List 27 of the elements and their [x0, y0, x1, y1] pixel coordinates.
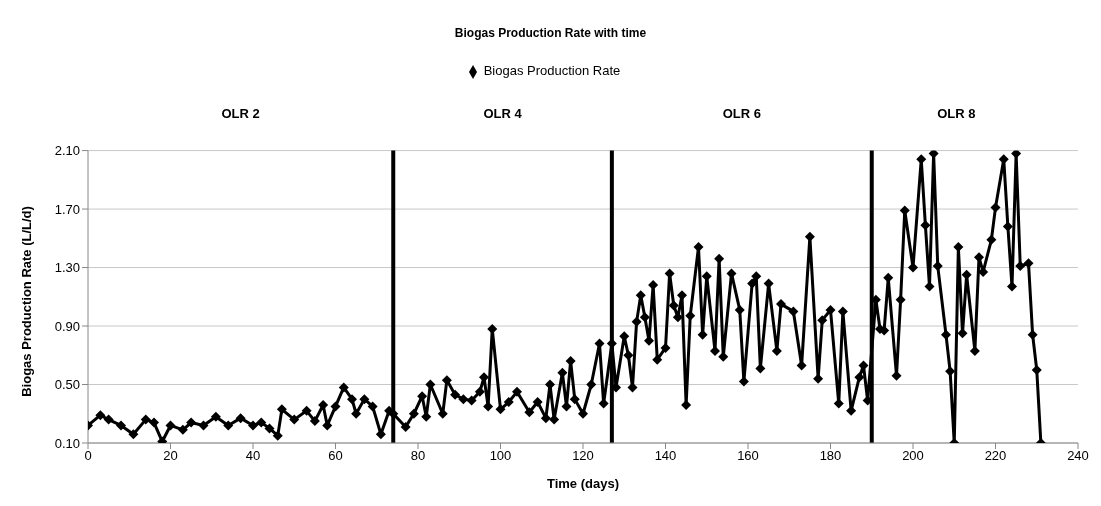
text: OLR 2	[220, 106, 261, 121]
x-tick-label: 200	[902, 448, 924, 464]
y-tick-label: 0.50	[54, 377, 80, 393]
x-axis-title: Time (days)	[546, 476, 620, 491]
x-tick-label: 140	[654, 448, 677, 464]
x-tick-label: 120	[572, 448, 594, 464]
x-tick-label: 0	[84, 448, 92, 464]
x-tick-label: 160	[737, 448, 759, 464]
y-tick-label: 1.70	[54, 201, 80, 217]
x-tick-label: 240	[1067, 448, 1089, 464]
text: OLR 6	[721, 106, 762, 121]
y-tick-label: 1.30	[54, 260, 80, 276]
x-tick-label: 80	[410, 448, 426, 464]
chart-title: Biogas Production Rate with time	[453, 26, 648, 40]
y-tick-label: 0.90	[54, 318, 80, 334]
x-tick-label: 40	[245, 448, 261, 464]
x-tick-label: 180	[819, 448, 842, 464]
y-tick-label: 0.10	[54, 435, 80, 451]
x-tick-label: 220	[984, 448, 1007, 464]
x-tick-label: 20	[163, 448, 178, 464]
text: OLR 8	[936, 106, 977, 121]
y-axis-title: Biogas Production Rate (L/L/d)	[18, 206, 34, 397]
text: OLR 4	[482, 106, 523, 121]
x-tick-label: 100	[489, 448, 512, 464]
legend-label: Biogas Production Rate	[483, 63, 621, 78]
y-tick-label: 2.10	[54, 143, 80, 159]
x-tick-label: 60	[328, 448, 343, 464]
